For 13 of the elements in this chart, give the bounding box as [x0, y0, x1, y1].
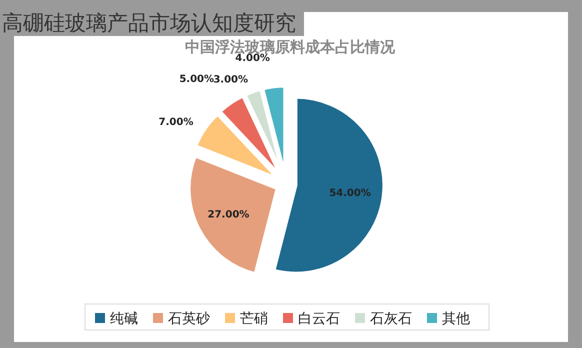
legend-label: 芒硝 [240, 311, 268, 327]
data-label: 4.00% [235, 53, 270, 64]
data-label: 5.00% [179, 74, 214, 86]
data-label: 3.00% [213, 74, 248, 86]
legend-label: 纯碱 [110, 311, 138, 327]
legend-label: 石英砂 [168, 311, 210, 327]
chart-title: 高硼硅玻璃产品市场认知度研究 [2, 11, 296, 35]
data-label: 27.00% [208, 209, 250, 220]
data-label: 54.00% [329, 188, 371, 200]
legend-label: 其他 [442, 311, 470, 327]
legend-label: 石灰石 [370, 311, 412, 327]
legend-label: 白云石 [298, 311, 340, 327]
data-label: 7.00% [158, 117, 194, 128]
